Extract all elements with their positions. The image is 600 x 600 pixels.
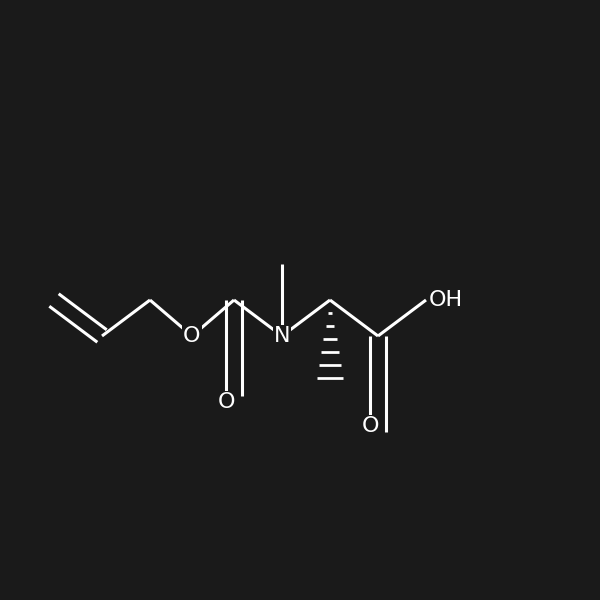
Text: O: O <box>217 392 235 412</box>
Text: O: O <box>361 416 379 436</box>
Text: O: O <box>183 326 201 346</box>
Text: N: N <box>274 326 290 346</box>
Text: OH: OH <box>429 290 463 310</box>
